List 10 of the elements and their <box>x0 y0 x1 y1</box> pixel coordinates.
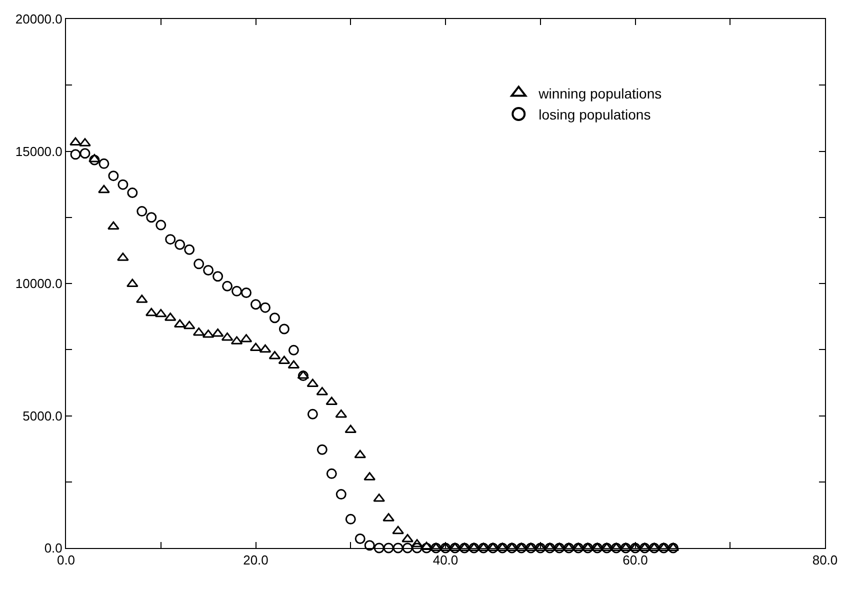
y-tick-label: 15000.0 <box>15 144 62 159</box>
y-tick-label: 10000.0 <box>15 276 62 292</box>
y-tick-label: 5000.0 <box>22 408 62 424</box>
x-tick-label: 60.0 <box>622 552 648 568</box>
x-tick-label: 40.0 <box>432 552 458 568</box>
y-tick-label: 20000.0 <box>15 12 62 27</box>
x-tick-label: 20.0 <box>243 552 268 568</box>
x-tick-label: 80.0 <box>812 552 838 568</box>
legend-label: losing populations <box>538 106 651 122</box>
legend-label: winning populations <box>538 85 662 102</box>
